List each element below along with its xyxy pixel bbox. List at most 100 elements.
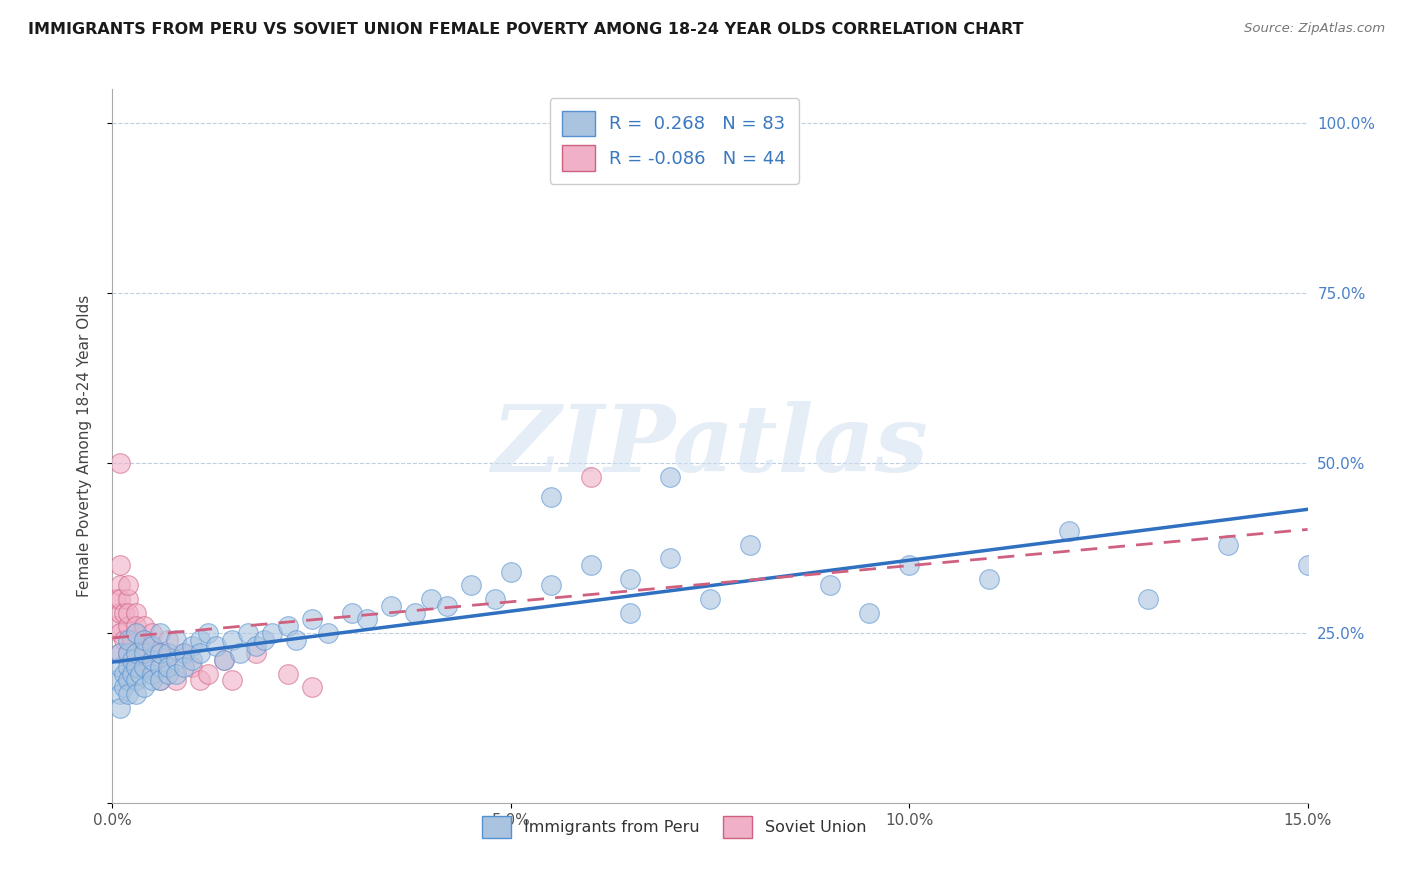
Point	[134, 680, 156, 694]
Point	[277, 666, 299, 681]
Text: Source: ZipAtlas.com: Source: ZipAtlas.com	[1244, 22, 1385, 36]
Point	[125, 626, 148, 640]
Point	[110, 456, 132, 470]
Point	[110, 646, 132, 660]
Point	[699, 591, 721, 606]
Point	[579, 558, 602, 572]
Point	[316, 626, 339, 640]
Point	[110, 578, 132, 592]
Point	[125, 626, 148, 640]
Point	[121, 632, 143, 647]
Point	[114, 666, 135, 681]
Point	[173, 646, 195, 660]
Point	[460, 578, 482, 592]
Point	[149, 646, 172, 660]
Point	[165, 653, 187, 667]
Point	[149, 673, 172, 688]
Point	[157, 646, 180, 660]
Point	[301, 680, 323, 694]
Point	[1296, 558, 1319, 572]
Point	[229, 646, 252, 660]
Point	[898, 558, 921, 572]
Point	[141, 640, 163, 654]
Point	[579, 469, 602, 483]
Point	[277, 619, 299, 633]
Point	[141, 673, 163, 688]
Point	[619, 572, 641, 586]
Point	[110, 646, 132, 660]
Point	[188, 646, 211, 660]
Point	[110, 700, 132, 714]
Point	[125, 660, 148, 674]
Point	[173, 646, 195, 660]
Point	[114, 680, 135, 694]
Point	[540, 578, 562, 592]
Point	[134, 646, 156, 660]
Point	[110, 558, 132, 572]
Point	[149, 673, 172, 688]
Point	[499, 565, 522, 579]
Point	[157, 660, 180, 674]
Point	[380, 599, 402, 613]
Point	[1057, 524, 1080, 538]
Point	[125, 673, 148, 688]
Point	[149, 646, 172, 660]
Point	[619, 606, 641, 620]
Point	[301, 612, 323, 626]
Point	[340, 606, 363, 620]
Point	[173, 660, 195, 674]
Point	[157, 666, 180, 681]
Point	[188, 673, 211, 688]
Point	[212, 653, 235, 667]
Point	[436, 599, 458, 613]
Point	[165, 673, 187, 688]
Point	[181, 640, 204, 654]
Point	[117, 578, 139, 592]
Point	[114, 632, 135, 647]
Point	[221, 673, 243, 688]
Point	[659, 551, 682, 566]
Point	[117, 673, 139, 688]
Point	[260, 626, 283, 640]
Text: ZIPatlas: ZIPatlas	[492, 401, 928, 491]
Point	[165, 632, 187, 647]
Point	[205, 640, 228, 654]
Point	[738, 537, 761, 551]
Point	[977, 572, 1000, 586]
Point	[484, 591, 506, 606]
Point	[134, 632, 156, 647]
Point	[540, 490, 562, 504]
Point	[356, 612, 378, 626]
Point	[117, 660, 139, 674]
Y-axis label: Female Poverty Among 18-24 Year Olds: Female Poverty Among 18-24 Year Olds	[77, 295, 91, 597]
Point	[420, 591, 443, 606]
Point	[121, 666, 143, 681]
Point	[110, 626, 132, 640]
Point	[117, 606, 139, 620]
Point	[134, 632, 156, 647]
Point	[129, 666, 152, 681]
Point	[125, 687, 148, 701]
Point	[110, 687, 132, 701]
Point	[110, 660, 132, 674]
Point	[141, 640, 163, 654]
Point	[197, 626, 219, 640]
Point	[134, 619, 156, 633]
Point	[188, 632, 211, 647]
Point	[197, 666, 219, 681]
Point	[212, 653, 235, 667]
Point	[141, 660, 163, 674]
Point	[858, 606, 880, 620]
Point	[245, 640, 267, 654]
Point	[141, 626, 163, 640]
Point	[114, 606, 135, 620]
Point	[125, 646, 148, 660]
Point	[125, 660, 148, 674]
Point	[110, 591, 132, 606]
Point	[253, 632, 276, 647]
Point	[236, 626, 259, 640]
Point	[245, 646, 267, 660]
Point	[117, 687, 139, 701]
Point	[284, 632, 307, 647]
Text: IMMIGRANTS FROM PERU VS SOVIET UNION FEMALE POVERTY AMONG 18-24 YEAR OLDS CORREL: IMMIGRANTS FROM PERU VS SOVIET UNION FEM…	[28, 22, 1024, 37]
